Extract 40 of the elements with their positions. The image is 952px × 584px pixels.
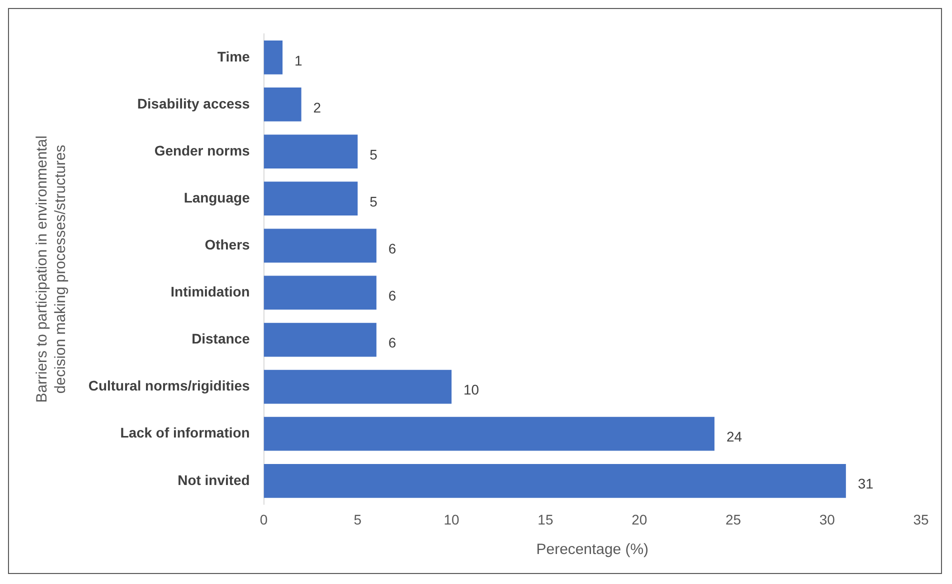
y-tick-label: Others	[204, 236, 250, 252]
x-tick-label: 35	[913, 512, 930, 528]
x-tick-label: 0	[260, 512, 268, 528]
x-tick-label: 25	[725, 512, 742, 528]
data-label: 31	[858, 476, 874, 492]
data-label: 2	[313, 99, 322, 116]
y-tick-label: Language	[184, 189, 250, 206]
y-tick-label: Gender norms	[154, 142, 250, 158]
bar	[264, 276, 376, 310]
data-label: 6	[388, 288, 396, 304]
y-axis-title: Barriers to participation in environmental decision making processes/structures	[33, 136, 70, 403]
x-tick-label: 10	[444, 512, 460, 528]
y-tick-label: Intimidation	[170, 284, 250, 300]
data-label: 1	[294, 52, 303, 68]
data-label: 24	[726, 428, 742, 445]
data-label: 6	[388, 334, 396, 351]
bar	[264, 88, 302, 122]
data-label: 10	[464, 382, 480, 398]
bar	[264, 40, 283, 74]
data-label: 5	[370, 193, 378, 210]
x-tick-label: 20	[632, 512, 648, 528]
y-tick-label: Lack of information	[120, 424, 250, 441]
y-tick-label: Cultural norms/rigidities	[88, 378, 250, 394]
x-tick-label: 5	[354, 512, 362, 528]
bar	[264, 322, 376, 357]
x-axis-title: Perecentage (%)	[536, 541, 649, 558]
bar	[264, 464, 846, 498]
bar	[264, 134, 358, 168]
bar	[264, 370, 452, 404]
data-label: 6	[388, 240, 396, 256]
y-tick-label: Disability access	[137, 95, 250, 112]
bar	[264, 182, 358, 216]
data-label: 5	[370, 146, 378, 162]
bar	[264, 416, 714, 451]
x-tick-label: 15	[538, 512, 554, 528]
y-tick-label: Time	[217, 48, 250, 64]
bar	[264, 228, 376, 263]
y-tick-label: Distance	[192, 330, 250, 347]
y-tick-label: Not invited	[178, 472, 250, 488]
x-tick-label: 30	[819, 512, 836, 528]
